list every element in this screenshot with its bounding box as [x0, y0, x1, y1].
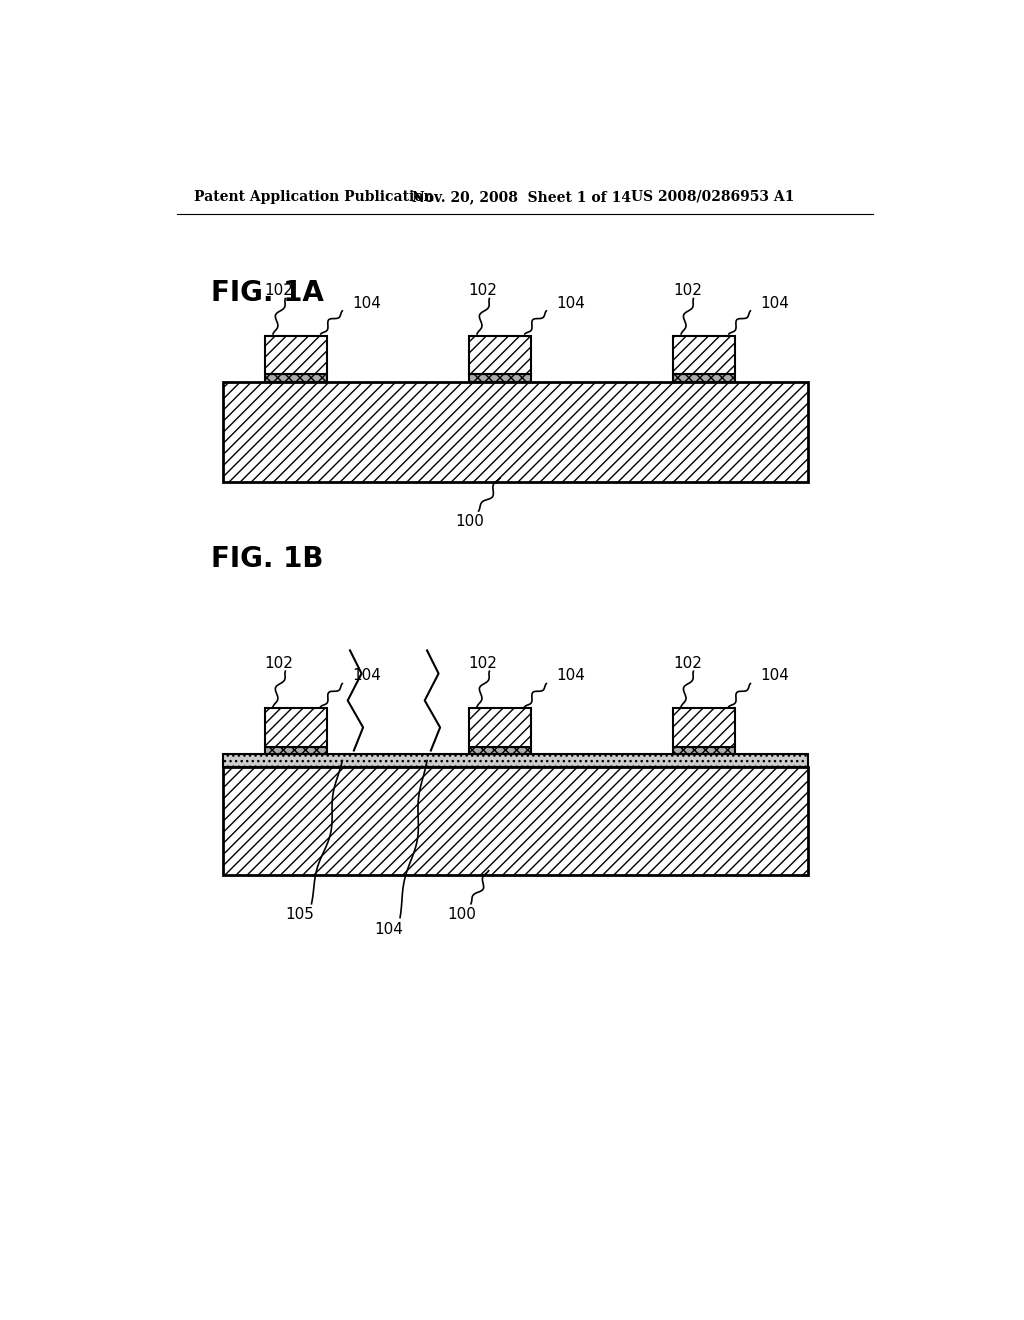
Bar: [674, 335, 735, 374]
Text: 102: 102: [265, 656, 294, 671]
Bar: [265, 747, 327, 755]
Bar: [223, 767, 808, 875]
Text: 104: 104: [556, 296, 586, 310]
Text: 105: 105: [286, 907, 314, 923]
Text: US 2008/0286953 A1: US 2008/0286953 A1: [631, 190, 795, 203]
Bar: [265, 335, 327, 374]
Bar: [469, 374, 531, 381]
Bar: [469, 335, 531, 374]
Text: 104: 104: [352, 668, 381, 684]
Text: 104: 104: [761, 668, 790, 684]
Bar: [469, 708, 531, 747]
Bar: [223, 755, 808, 767]
Text: 104: 104: [352, 296, 381, 310]
Bar: [223, 381, 808, 482]
Text: 100: 100: [447, 907, 476, 923]
Text: FIG. 1B: FIG. 1B: [211, 545, 324, 573]
Text: 104: 104: [556, 668, 586, 684]
Text: 102: 102: [469, 284, 498, 298]
Text: 104: 104: [761, 296, 790, 310]
Bar: [674, 374, 735, 381]
Bar: [674, 747, 735, 755]
Bar: [469, 747, 531, 755]
Text: Patent Application Publication: Patent Application Publication: [194, 190, 433, 203]
Text: 102: 102: [469, 656, 498, 671]
Text: 102: 102: [673, 284, 701, 298]
Bar: [674, 708, 735, 747]
Bar: [265, 708, 327, 747]
Text: 100: 100: [455, 515, 483, 529]
Bar: [265, 374, 327, 381]
Text: 102: 102: [265, 284, 294, 298]
Text: 104: 104: [374, 923, 403, 937]
Text: FIG. 1A: FIG. 1A: [211, 279, 325, 308]
Text: Nov. 20, 2008  Sheet 1 of 14: Nov. 20, 2008 Sheet 1 of 14: [412, 190, 631, 203]
Text: 102: 102: [673, 656, 701, 671]
